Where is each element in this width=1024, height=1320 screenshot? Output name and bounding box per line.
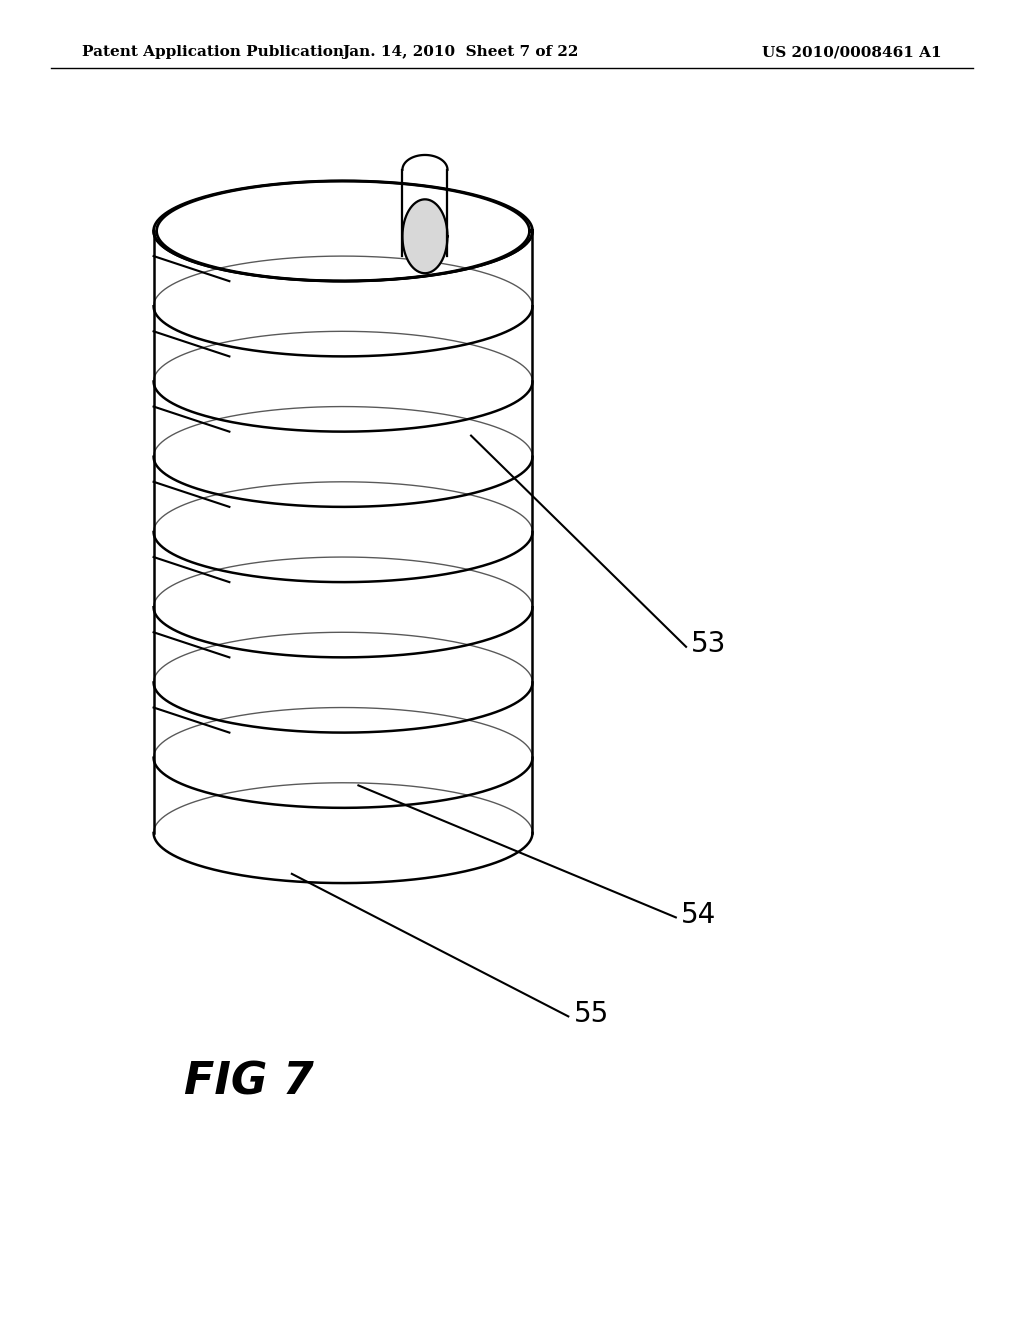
- Text: US 2010/0008461 A1: US 2010/0008461 A1: [763, 45, 942, 59]
- Text: FIG 7: FIG 7: [184, 1061, 314, 1104]
- Text: 53: 53: [691, 630, 727, 659]
- Polygon shape: [402, 199, 447, 273]
- Text: 55: 55: [573, 999, 608, 1028]
- Text: Jan. 14, 2010  Sheet 7 of 22: Jan. 14, 2010 Sheet 7 of 22: [343, 45, 579, 59]
- Text: Patent Application Publication: Patent Application Publication: [82, 45, 344, 59]
- Text: 54: 54: [681, 900, 716, 929]
